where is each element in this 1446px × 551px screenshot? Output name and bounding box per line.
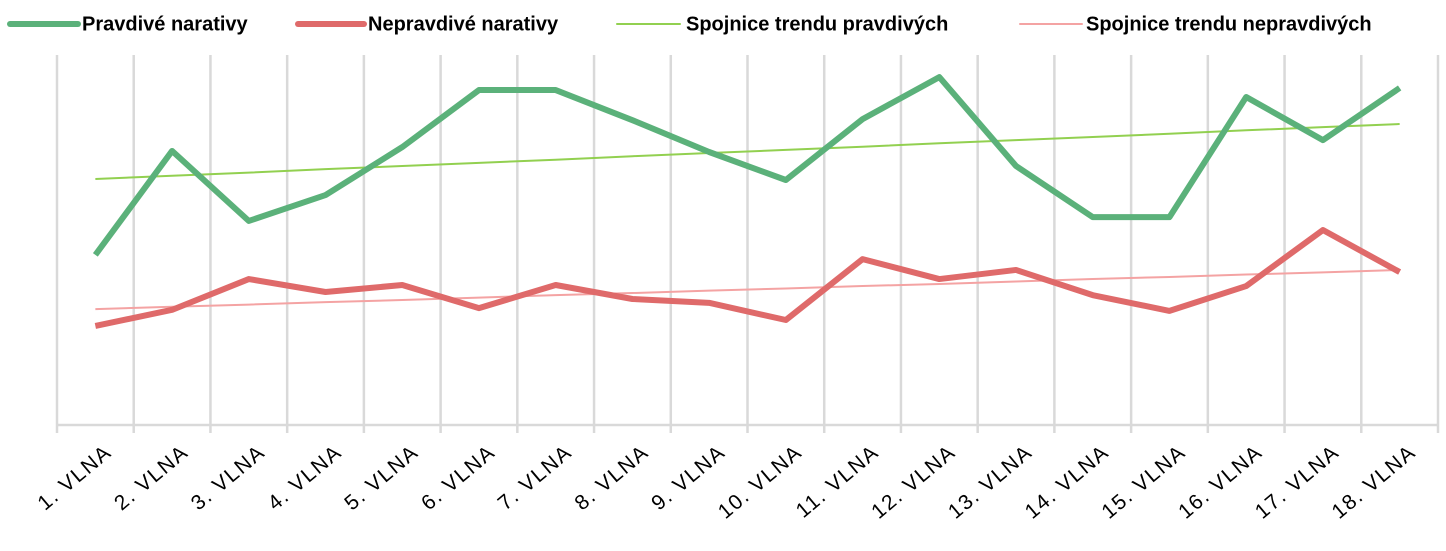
x-tick-label: 13. VLNA [944,440,1037,523]
x-tick-label: 8. VLNA [570,440,653,515]
x-tick-label: 3. VLNA [187,440,270,515]
x-tick-label: 10. VLNA [714,440,807,523]
x-tick-label: 17. VLNA [1251,440,1344,523]
x-tick-label: 16. VLNA [1174,440,1267,523]
x-tick-label: 5. VLNA [340,440,423,515]
x-tick-label: 2. VLNA [110,440,193,515]
series-line [94,227,1402,329]
x-tick-label: 18. VLNA [1328,440,1421,523]
x-tick-label: 6. VLNA [417,440,500,515]
legend-label: Pravdivé narativy [82,13,249,35]
legend-label: Nepravdivé narativy [368,13,559,35]
x-tick-label: 14. VLNA [1021,440,1114,523]
x-tick-label: 12. VLNA [867,440,960,523]
x-tick-label: 15. VLNA [1097,440,1190,523]
legend-label: Spojnice trendu nepravdivých [1086,13,1372,35]
series-line [95,268,1400,311]
series-line [95,123,1400,180]
series-line [92,74,1402,257]
x-tick-label: 7. VLNA [494,440,577,515]
x-tick-label: 4. VLNA [264,440,347,515]
legend-label: Spojnice trendu pravdivých [686,13,948,35]
x-tick-label: 1. VLNA [33,440,116,515]
